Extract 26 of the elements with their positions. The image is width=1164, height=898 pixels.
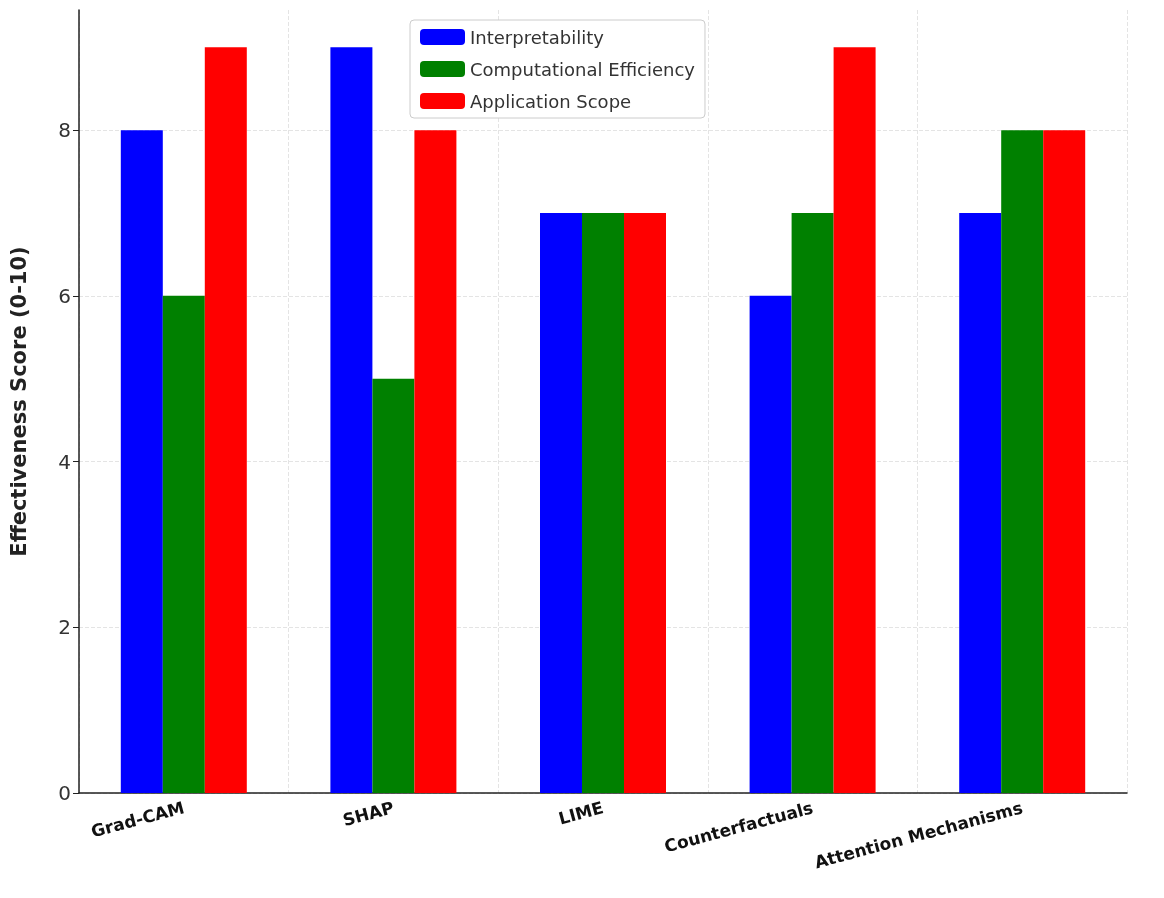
bar: [330, 47, 373, 793]
y-tick-label: 0: [58, 781, 71, 805]
bar: [959, 213, 1002, 793]
bar: [582, 213, 624, 793]
y-axis-title: Effectiveness Score (0-10): [6, 246, 31, 557]
bar: [791, 213, 834, 793]
bar: [1043, 130, 1086, 793]
bar: [204, 47, 247, 793]
y-tick-label: 4: [58, 449, 71, 474]
bar: [414, 130, 457, 793]
bar: [749, 295, 792, 793]
bar: [624, 213, 666, 793]
bar: [372, 378, 415, 793]
bar: [833, 47, 876, 793]
x-tick-label: LIME: [556, 797, 606, 829]
y-tick-label: 6: [58, 283, 71, 308]
bar: [162, 295, 205, 793]
x-tick-label: SHAP: [340, 797, 396, 831]
legend-label: Interpretability: [470, 26, 605, 48]
bar: [1001, 130, 1044, 793]
bar: [120, 130, 163, 793]
legend-label: Application Scope: [470, 90, 632, 112]
y-tick-label: 8: [58, 118, 71, 143]
bar: [540, 213, 582, 793]
legend-label: Computational Efficiency: [470, 58, 696, 80]
y-tick-label: 2: [58, 615, 71, 640]
